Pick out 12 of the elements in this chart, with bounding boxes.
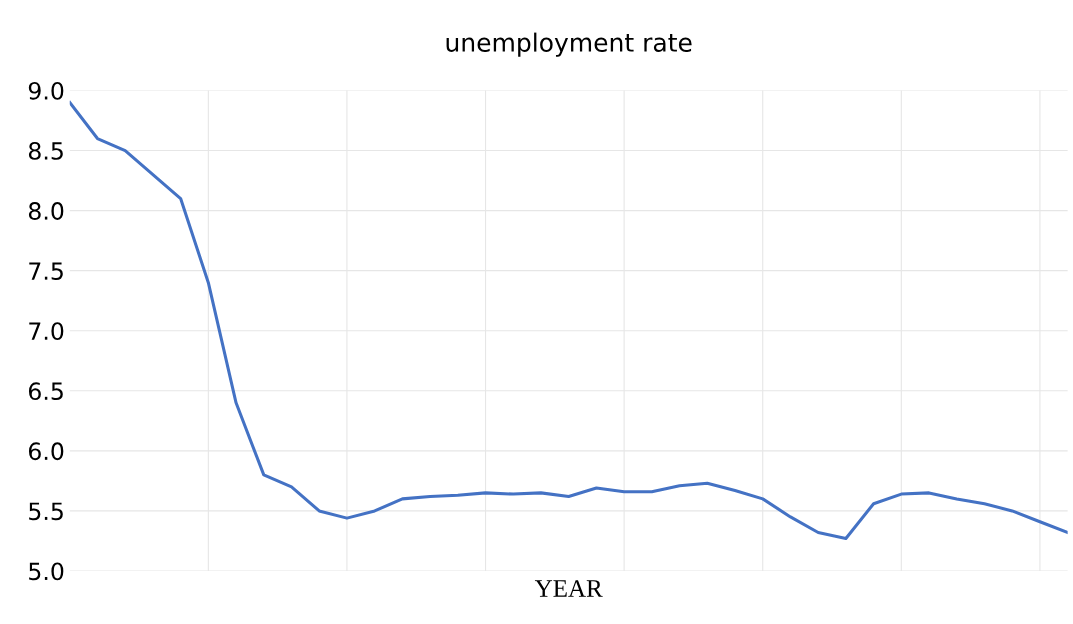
y-tick-label: 5.5: [29, 502, 63, 521]
y-tick-label: 6.5: [28, 382, 63, 401]
y-tick-label: 7.5: [29, 262, 63, 280]
y-tick-label: 9.0: [28, 81, 64, 100]
y-tick-label: 6.0: [28, 442, 64, 461]
x-axis-title: YEAR: [534, 580, 603, 597]
y-tick-label: 8.5: [28, 141, 63, 160]
line-series: [69, 100, 1068, 541]
y-tick-label: 5.0: [29, 562, 64, 581]
y-tick-label: 7.0: [29, 322, 64, 341]
y-tick-label: 8.0: [28, 202, 64, 220]
chart-title: unemployment rate: [446, 32, 692, 57]
